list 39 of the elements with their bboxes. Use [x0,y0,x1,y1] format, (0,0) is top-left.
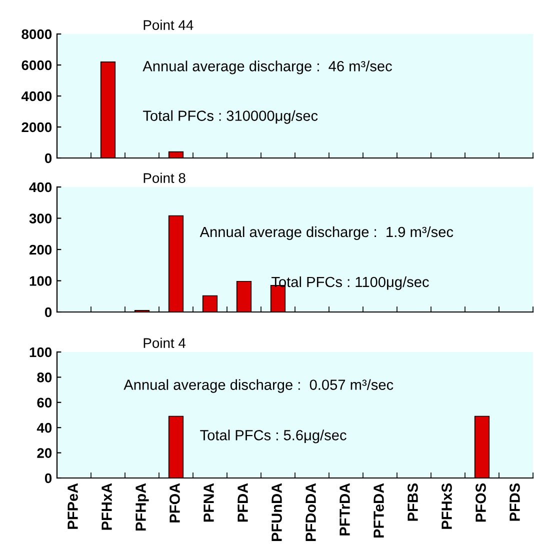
y-tick-label: 400 [29,182,52,192]
chart-title: Point 8 [144,172,186,183]
annotation: Annual average discharge : 46 m³/sec [142,60,392,74]
x-tick-label: PFOS [476,483,486,522]
x-tick-label: PFNA [204,483,214,522]
annotation: Total PFCs : 310000μg/sec [143,110,318,124]
chart-title: Point 44 [144,20,194,30]
x-tick-label: PFDA [238,483,248,522]
y-tick-label: 0 [44,473,52,484]
x-tick-label: PFTrDA [340,483,350,536]
x-tick-label: PFDS [510,483,520,521]
y-tick-label: 6000 [22,60,52,70]
annotation: Annual average discharge : 0.057 m³/sec [124,379,394,393]
y-tick-label: 20 [37,448,52,458]
x-tick-label: PFUnDA [272,483,282,542]
y-tick-label: 2000 [22,122,52,132]
x-tick-label: PFPeA [68,483,78,529]
x-tick-label: PFTeDA [374,483,384,538]
y-tick-label: 0 [44,307,52,318]
y-tick-label: 80 [37,372,52,382]
y-tick-label: 300 [29,214,52,224]
x-tick-label: PFOA [170,483,180,522]
annotation: Annual average discharge : 1.9 m³/sec [200,226,454,240]
y-tick-label: 100 [30,276,52,286]
x-tick-label: PFHpA [136,483,149,530]
annotation: Total PFCs : 1100μg/sec [272,276,429,290]
x-tick-label: PFHxA [102,483,112,530]
x-tick-label: PFBS [408,483,418,521]
y-tick-label: 60 [37,398,52,408]
y-tick-label: 40 [36,422,52,433]
y-tick-label: 8000 [22,29,52,40]
y-tick-label: 200 [29,244,52,255]
chart-title: Point 4 [144,338,186,348]
y-tick-label: 4000 [21,91,52,102]
y-tick-label: 0 [44,153,52,164]
annotation: Total PFCs : 5.6μg/sec [200,430,346,444]
y-tick-label: 100 [30,347,52,358]
x-tick-label: PFHxS [442,483,452,529]
x-tick-label: PFDoDA [306,483,316,542]
